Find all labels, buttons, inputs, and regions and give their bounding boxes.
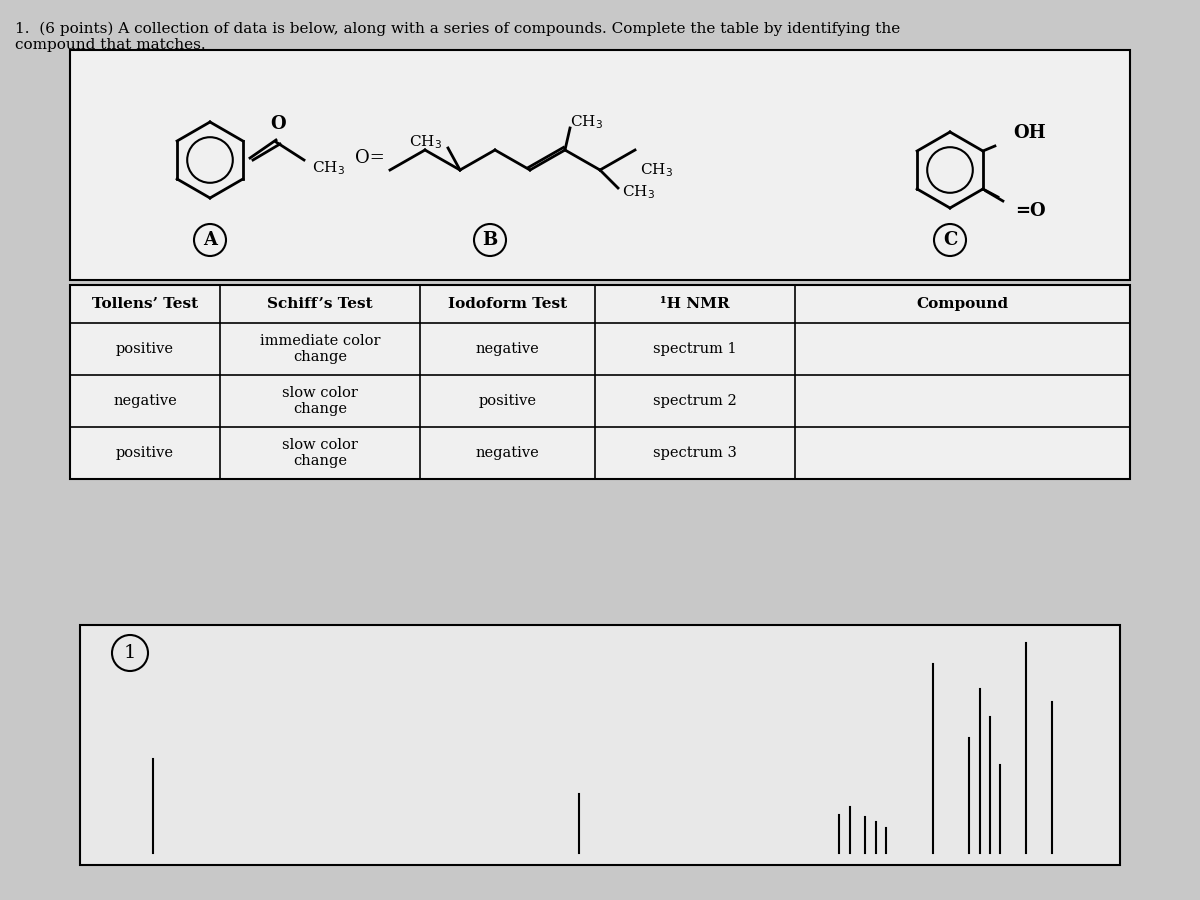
Text: immediate color
change: immediate color change bbox=[259, 334, 380, 364]
Text: O: O bbox=[270, 115, 286, 133]
Text: positive: positive bbox=[479, 394, 536, 408]
Text: Schiff’s Test: Schiff’s Test bbox=[268, 297, 373, 311]
Bar bbox=[70, 285, 1130, 479]
Bar bbox=[80, 625, 1120, 865]
Text: negative: negative bbox=[475, 446, 539, 460]
Text: A: A bbox=[203, 231, 217, 249]
FancyBboxPatch shape bbox=[70, 50, 1130, 280]
Text: CH$_3$: CH$_3$ bbox=[622, 184, 655, 201]
Text: CH$_3$: CH$_3$ bbox=[409, 133, 442, 151]
Text: negative: negative bbox=[113, 394, 176, 408]
Text: spectrum 1: spectrum 1 bbox=[653, 342, 737, 356]
Text: CH$_3$: CH$_3$ bbox=[570, 113, 602, 130]
Text: 1.  (6 points) A collection of data is below, along with a series of compounds. : 1. (6 points) A collection of data is be… bbox=[14, 22, 900, 36]
Text: Tollens’ Test: Tollens’ Test bbox=[92, 297, 198, 311]
Text: CH$_3$: CH$_3$ bbox=[312, 159, 344, 176]
Text: B: B bbox=[482, 231, 498, 249]
Text: positive: positive bbox=[116, 342, 174, 356]
Text: compound that matches.: compound that matches. bbox=[14, 38, 205, 52]
Text: OH: OH bbox=[1013, 124, 1045, 142]
Text: slow color
change: slow color change bbox=[282, 386, 358, 416]
Text: positive: positive bbox=[116, 446, 174, 460]
Text: =O: =O bbox=[1015, 202, 1045, 220]
Text: 1: 1 bbox=[124, 644, 136, 662]
Text: spectrum 2: spectrum 2 bbox=[653, 394, 737, 408]
Text: spectrum 3: spectrum 3 bbox=[653, 446, 737, 460]
Text: ¹H NMR: ¹H NMR bbox=[660, 297, 730, 311]
Text: slow color
change: slow color change bbox=[282, 438, 358, 468]
Text: O=: O= bbox=[355, 149, 385, 167]
Text: C: C bbox=[943, 231, 958, 249]
Text: negative: negative bbox=[475, 342, 539, 356]
Text: Compound: Compound bbox=[917, 297, 1008, 311]
Text: Iodoform Test: Iodoform Test bbox=[448, 297, 568, 311]
Text: CH$_3$: CH$_3$ bbox=[640, 161, 673, 179]
